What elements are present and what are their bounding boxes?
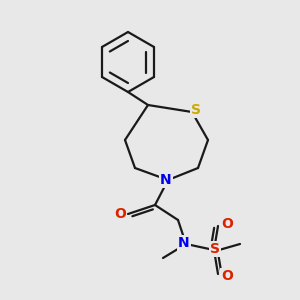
Text: S: S <box>210 242 220 256</box>
Text: O: O <box>221 217 233 231</box>
Text: O: O <box>114 207 126 221</box>
Text: S: S <box>191 103 201 117</box>
Text: N: N <box>178 236 190 250</box>
Text: N: N <box>160 173 172 187</box>
Text: O: O <box>221 269 233 283</box>
